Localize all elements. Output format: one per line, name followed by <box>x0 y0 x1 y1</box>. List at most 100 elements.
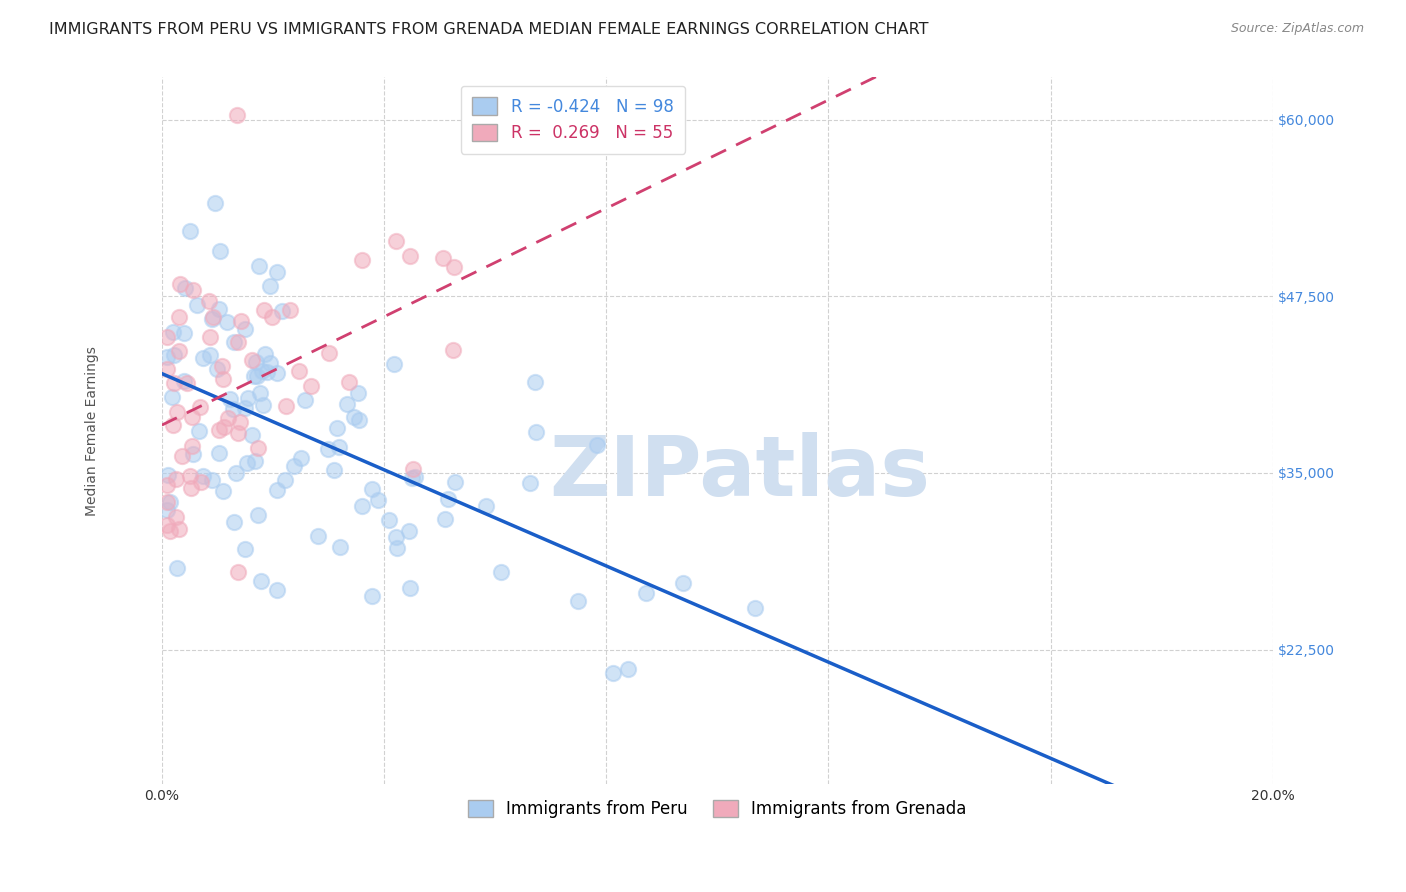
Point <box>325 421 347 435</box>
Point <box>224 516 246 530</box>
Point <box>278 302 301 317</box>
Point <box>432 251 454 265</box>
Point <box>398 249 420 263</box>
Y-axis label: Median Female Earnings: Median Female Earnings <box>86 345 100 516</box>
Point <box>218 392 240 406</box>
Point <box>167 344 190 359</box>
Point <box>401 471 423 485</box>
Point <box>259 279 281 293</box>
Point <box>240 428 263 442</box>
Point <box>247 259 270 273</box>
Point <box>266 582 288 597</box>
Point <box>217 410 239 425</box>
Point <box>339 375 361 389</box>
Point <box>188 424 211 438</box>
Point <box>180 481 202 495</box>
Point <box>229 313 252 327</box>
Point <box>159 495 181 509</box>
Point <box>378 513 401 527</box>
Point <box>252 364 274 378</box>
Point <box>318 345 340 359</box>
Point <box>159 524 181 538</box>
Point <box>208 302 231 317</box>
Point <box>318 442 340 457</box>
Point <box>634 586 657 600</box>
Point <box>329 540 352 554</box>
Point <box>433 512 456 526</box>
Point <box>444 475 467 490</box>
Point <box>246 508 269 523</box>
Point <box>211 484 233 499</box>
Point <box>249 386 271 401</box>
Point <box>188 400 211 414</box>
Point <box>523 375 546 389</box>
Point <box>246 368 269 383</box>
Point <box>260 310 283 324</box>
Point <box>233 322 256 336</box>
Point <box>191 351 214 365</box>
Point <box>294 392 316 407</box>
Point <box>233 401 256 415</box>
Point <box>245 454 267 468</box>
Point <box>253 302 276 317</box>
Point <box>404 470 426 484</box>
Point <box>212 372 235 386</box>
Point <box>602 665 624 680</box>
Point <box>156 502 179 516</box>
Point <box>181 410 204 425</box>
Point <box>208 446 231 460</box>
Point <box>271 304 294 318</box>
Point <box>201 311 224 326</box>
Point <box>190 475 212 490</box>
Point <box>156 477 179 491</box>
Point <box>347 385 370 400</box>
Point <box>246 442 269 456</box>
Point <box>367 492 389 507</box>
Point <box>491 565 513 579</box>
Point <box>173 326 195 340</box>
Point <box>212 420 235 434</box>
Point <box>156 495 179 509</box>
Point <box>437 491 460 506</box>
Point <box>204 196 226 211</box>
Point <box>519 475 541 490</box>
Point <box>208 423 231 437</box>
Point <box>254 347 277 361</box>
Point <box>209 244 232 258</box>
Point <box>225 108 247 122</box>
Point <box>201 474 224 488</box>
Text: IMMIGRANTS FROM PERU VS IMMIGRANTS FROM GRENADA MEDIAN FEMALE EARNINGS CORRELATI: IMMIGRANTS FROM PERU VS IMMIGRANTS FROM … <box>49 22 929 37</box>
Point <box>156 350 179 364</box>
Point <box>233 542 256 557</box>
Point <box>398 581 420 595</box>
Point <box>350 252 373 267</box>
Point <box>166 404 188 418</box>
Point <box>165 510 187 524</box>
Point <box>250 574 273 589</box>
Point <box>169 277 191 291</box>
Point <box>443 260 465 274</box>
Point <box>198 294 221 309</box>
Point <box>226 426 249 441</box>
Point <box>401 462 423 476</box>
Point <box>266 483 288 497</box>
Point <box>328 440 350 454</box>
Point <box>288 363 311 377</box>
Point <box>179 224 201 238</box>
Point <box>384 234 406 248</box>
Point <box>229 415 252 429</box>
Point <box>157 467 180 482</box>
Point <box>222 334 245 349</box>
Point <box>307 529 329 543</box>
Point <box>236 456 259 470</box>
Point <box>181 447 204 461</box>
Point <box>744 601 766 615</box>
Point <box>207 362 229 376</box>
Point <box>322 463 344 477</box>
Point <box>166 561 188 575</box>
Point <box>361 482 384 496</box>
Point <box>343 410 366 425</box>
Point <box>225 466 247 480</box>
Point <box>266 367 288 381</box>
Point <box>176 376 198 390</box>
